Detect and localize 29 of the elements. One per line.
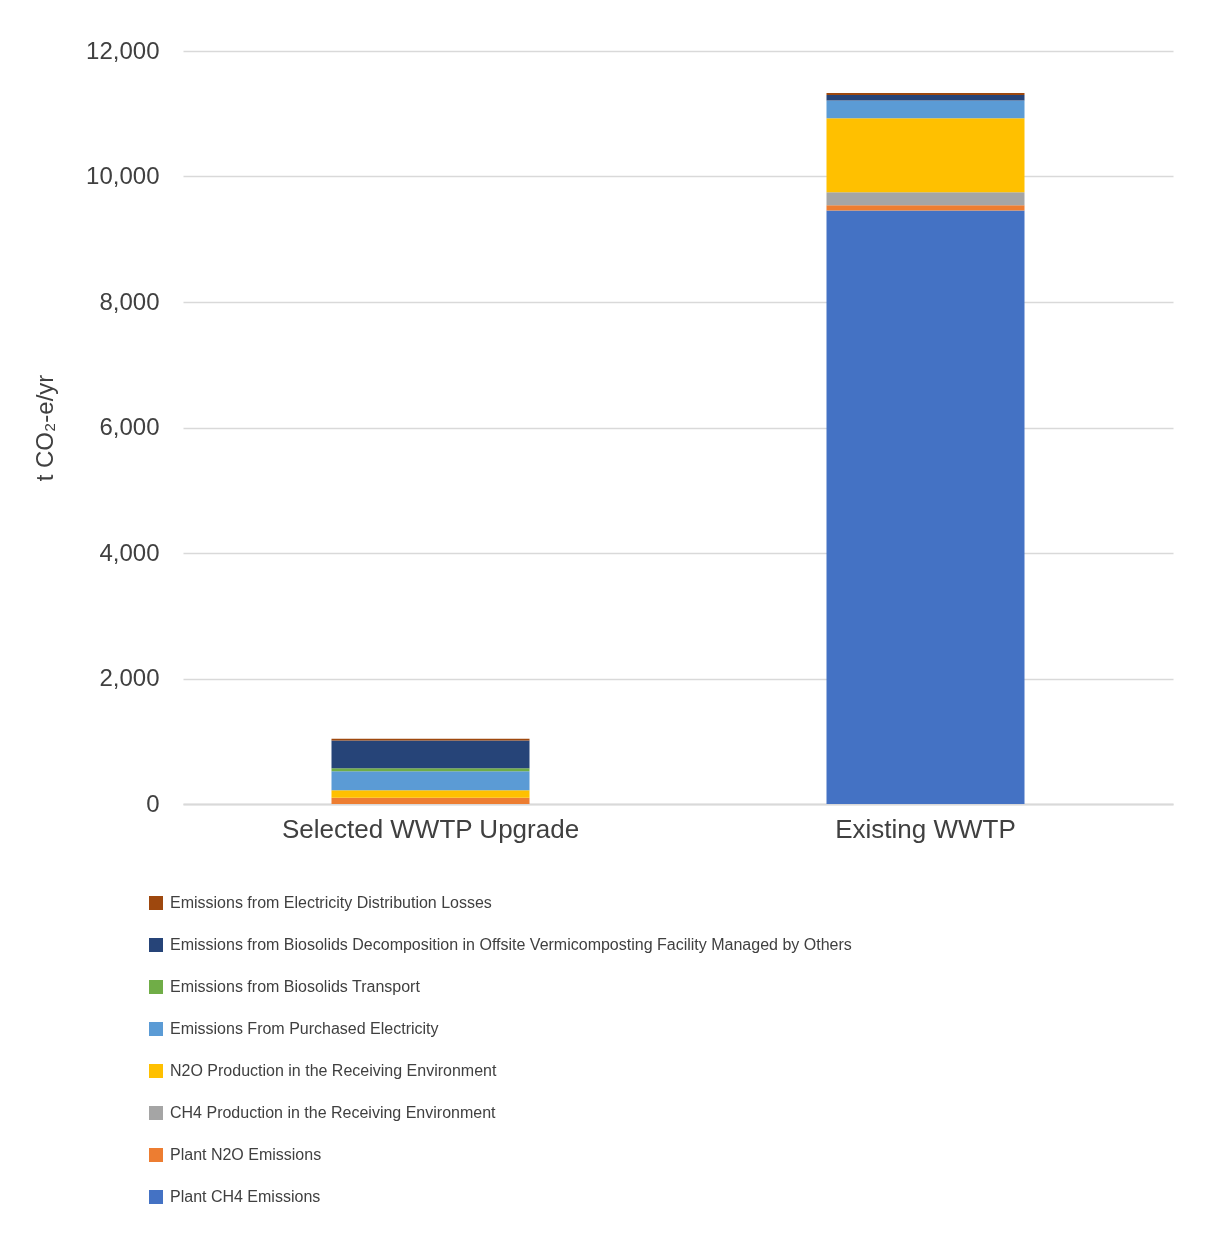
x-tick-label: Selected WWTP Upgrade	[281, 813, 580, 844]
legend-label: Emissions From Purchased Electricity	[170, 1020, 439, 1037]
legend-label: CH4 Production in the Receiving Environment	[170, 1104, 497, 1121]
y-tick-label: 12,000	[86, 36, 160, 64]
bar	[331, 771, 530, 791]
legend-label: Emissions from Biosolids Transport	[170, 978, 421, 995]
y-tick-label: 6,000	[99, 413, 160, 440]
bar	[826, 210, 1025, 804]
bar	[331, 797, 530, 804]
legend-label: Emissions from Biosolids Decomposition in Offsite Vermicomposting Facility Managed by Others	[170, 936, 852, 953]
legend-label: Plant CH4 Emissions	[170, 1188, 321, 1205]
x-tick-label: Existing WWTP	[835, 813, 1016, 844]
legend-label: N2O Production in the Receiving Environment	[170, 1062, 497, 1079]
bar	[331, 768, 530, 772]
legend-label: Emissions from Electricity Distribution Losses	[170, 894, 492, 911]
bar	[826, 118, 1025, 193]
y-tick-label: 4,000	[99, 538, 160, 566]
bar	[826, 100, 1025, 119]
bar	[331, 790, 530, 798]
y-axis-title: t CO₂-e/yr	[31, 374, 59, 482]
bar	[826, 94, 1025, 101]
y-tick-label: 2,000	[99, 664, 160, 691]
y-tick-label: 10,000	[86, 162, 160, 189]
bar	[826, 192, 1025, 206]
legend-label: Plant N2O Emissions	[170, 1146, 322, 1163]
bar	[826, 205, 1025, 211]
bar	[331, 740, 530, 769]
y-tick-label: 8,000	[99, 287, 160, 315]
y-tick-label: 0	[146, 789, 160, 817]
